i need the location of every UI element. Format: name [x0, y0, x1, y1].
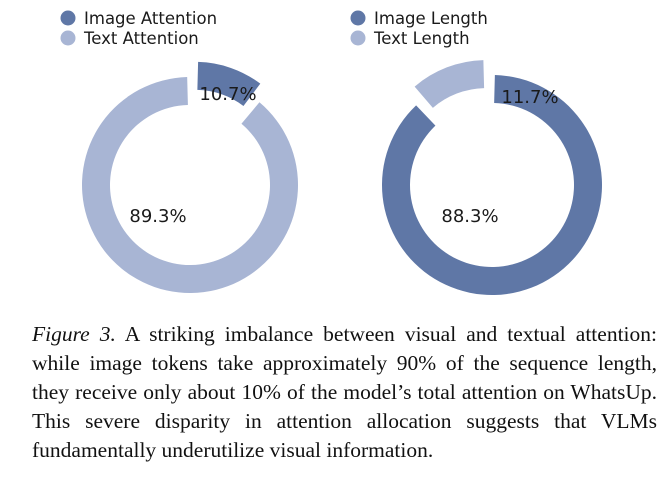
- data-label-image-attention: 10.7%: [199, 84, 256, 105]
- figure-caption: Figure 3. A striking imbalance between v…: [32, 320, 657, 465]
- legend-marker-text-length: [350, 30, 366, 46]
- data-label-text-attention: 89.3%: [129, 206, 186, 227]
- legend-label-image-length: Image Length: [374, 9, 488, 28]
- donut-slice-text-attention: [82, 77, 299, 293]
- donut-slice-image-attention: [197, 61, 261, 107]
- data-label-image-length: 88.3%: [441, 206, 498, 227]
- legend-marker-image-length: [350, 10, 366, 26]
- legend-marker-image-attention: [60, 10, 76, 26]
- caption-text: A striking imbalance between visual and …: [32, 322, 657, 462]
- legend-label-text-attention: Text Attention: [83, 29, 199, 48]
- donut-slice-image-length: [382, 75, 602, 296]
- data-label-text-length: 11.7%: [501, 87, 558, 108]
- legend-label-image-attention: Image Attention: [84, 9, 217, 28]
- figure-label: Figure 3.: [32, 322, 116, 346]
- donut-slice-text-length: [414, 60, 485, 108]
- legend-label-text-length: Text Length: [373, 29, 470, 48]
- legend-marker-text-attention: [60, 30, 76, 46]
